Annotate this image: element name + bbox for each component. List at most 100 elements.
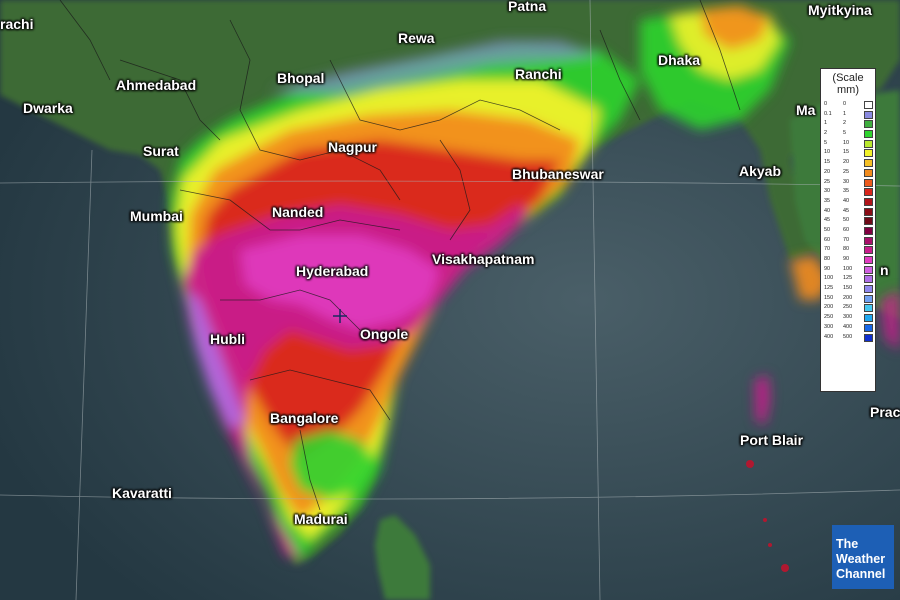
- legend-color-swatch: [864, 207, 873, 216]
- legend-high-value: 400: [843, 323, 853, 330]
- legend-high-value: 35: [843, 188, 850, 195]
- legend-color-swatch: [864, 168, 873, 177]
- city-label-dhaka: Dhaka: [658, 52, 701, 68]
- andaman-islands: [746, 460, 789, 572]
- legend-high-value: 5: [843, 130, 847, 137]
- city-label-ranchi: Ranchi: [515, 66, 562, 82]
- legend-low-value: 80: [824, 256, 831, 262]
- legend-high-value: 200: [843, 294, 853, 301]
- rainfall-legend: (Scale mm) 0 0 0.1 1 1 2 2 5 5 10 10 15 15 20 20 25 25 30…: [820, 68, 876, 392]
- city-label-hubli: Hubli: [210, 331, 245, 347]
- legend-low-value: 45: [824, 217, 831, 224]
- legend-color-swatch: [864, 246, 873, 255]
- city-label-madurai: Madurai: [294, 511, 348, 527]
- logo-line-2: Weather: [836, 552, 886, 566]
- legend-row: 45 50: [821, 216, 875, 226]
- legend-row: 100 125: [821, 274, 875, 284]
- city-label-surat: Surat: [143, 143, 179, 159]
- sri-lanka: [375, 515, 430, 600]
- legend-color-swatch: [864, 314, 873, 323]
- legend-high-value: 30: [843, 178, 850, 185]
- legend-high-value: 25: [843, 168, 850, 175]
- legend-row: 90 100: [821, 265, 875, 275]
- legend-color-swatch: [864, 304, 873, 313]
- legend-title: (Scale mm): [832, 72, 864, 96]
- legend-low-value: 150: [824, 294, 834, 301]
- legend-color-swatch: [864, 101, 873, 109]
- legend-low-value: 25: [824, 178, 831, 185]
- legend-row: 50 60: [821, 226, 875, 236]
- city-label-patna: Patna: [508, 0, 547, 14]
- city-label-dwarka: Dwarka: [23, 100, 73, 116]
- legend-row: 80 90: [821, 255, 875, 265]
- legend-color-swatch: [864, 265, 873, 274]
- legend-row: 10 15: [821, 148, 875, 158]
- city-label-ongole: Ongole: [360, 326, 409, 342]
- legend-low-value: 10: [824, 149, 831, 156]
- legend-color-swatch: [864, 256, 873, 264]
- rainfall-overlay: [170, 5, 900, 560]
- legend-row: 70 80: [821, 245, 875, 255]
- legend-row: 20 25: [821, 168, 875, 178]
- legend-low-value: 35: [824, 197, 831, 204]
- legend-color-swatch: [864, 188, 873, 197]
- legend-color-swatch: [864, 323, 873, 332]
- legend-color-swatch: [864, 217, 873, 226]
- legend-high-value: 0: [843, 101, 847, 107]
- city-label-bangalore: Bangalore: [270, 410, 339, 426]
- city-label-visakhapatnam: Visakhapatnam: [432, 251, 535, 267]
- legend-low-value: 70: [824, 246, 831, 253]
- city-label-mandalay: Ma: [796, 102, 816, 118]
- city-label-kavaratti: Kavaratti: [112, 485, 172, 501]
- legend-color-swatch: [864, 120, 873, 129]
- legend-row: 125 150: [821, 284, 875, 294]
- legend-color-swatch: [864, 294, 873, 303]
- legend-row: 15 20: [821, 158, 875, 168]
- legend-row: 40 45: [821, 207, 875, 217]
- legend-low-value: 250: [824, 314, 834, 321]
- legend-color-swatch: [864, 159, 873, 168]
- legend-high-value: 10: [843, 139, 850, 146]
- legend-row: 300 400: [821, 323, 875, 333]
- legend-low-value: 40: [824, 207, 831, 214]
- legend-high-value: 150: [843, 285, 853, 292]
- legend-high-value: 90: [843, 256, 850, 262]
- weather-channel-logo: The Weather Channel: [832, 525, 894, 589]
- legend-high-value: 2: [843, 120, 847, 127]
- legend-high-value: 45: [843, 207, 850, 214]
- legend-high-value: 20: [843, 159, 850, 166]
- legend-color-swatch: [864, 110, 873, 119]
- legend-high-value: 500: [843, 333, 853, 340]
- city-label-yangon: n: [880, 262, 889, 278]
- crosshair-marker: [333, 309, 347, 323]
- legend-row: 30 35: [821, 187, 875, 197]
- legend-high-value: 1: [843, 110, 847, 117]
- legend-high-value: 15: [843, 149, 850, 156]
- legend-color-swatch: [864, 285, 873, 294]
- city-label-bhopal: Bhopal: [277, 70, 325, 86]
- city-label-nagpur: Nagpur: [328, 139, 377, 155]
- legend-high-value: 125: [843, 275, 853, 282]
- legend-high-value: 60: [843, 226, 850, 233]
- legend-low-value: 90: [824, 265, 831, 272]
- legend-row: 150 200: [821, 294, 875, 304]
- city-label-bhubaneswar: Bhubaneswar: [512, 166, 604, 182]
- city-label-mumbai: Mumbai: [130, 208, 183, 224]
- legend-row: 200 250: [821, 303, 875, 313]
- legend-color-swatch: [864, 130, 873, 139]
- legend-high-value: 40: [843, 197, 850, 204]
- legend-color-swatch: [864, 333, 873, 342]
- legend-row: 35 40: [821, 197, 875, 207]
- legend-low-value: 2: [824, 130, 828, 137]
- legend-low-value: 5: [824, 139, 828, 146]
- city-label-port-blair: Port Blair: [740, 432, 804, 448]
- legend-high-value: 100: [843, 265, 853, 272]
- legend-row: 5 10: [821, 139, 875, 149]
- legend-low-value: 0: [824, 101, 828, 107]
- legend-low-value: 50: [824, 226, 831, 233]
- legend-low-value: 400: [824, 333, 834, 340]
